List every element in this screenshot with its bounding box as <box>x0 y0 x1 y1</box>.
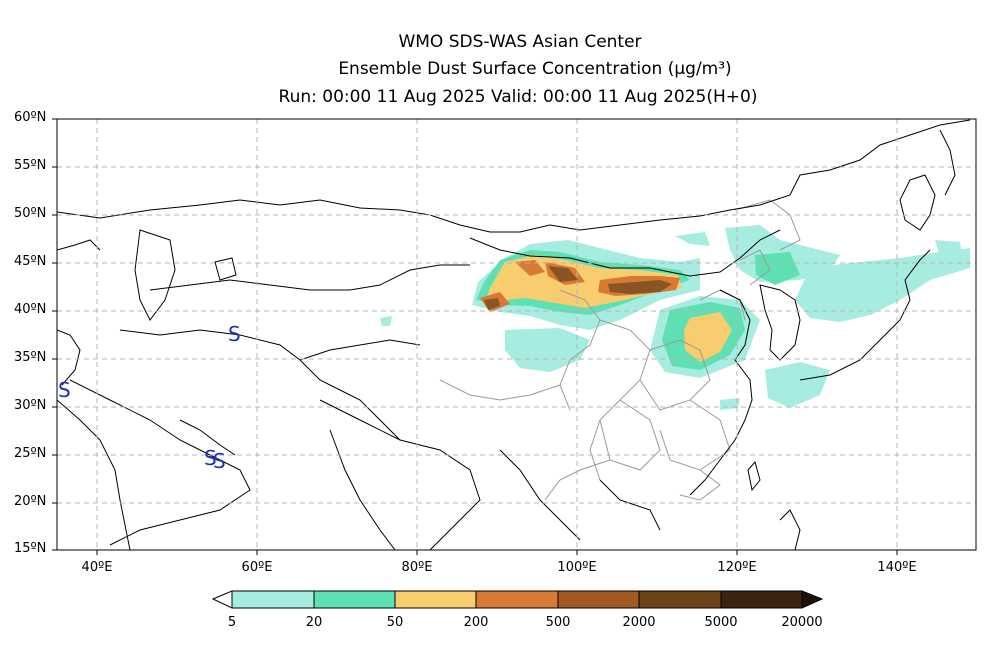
lat-label: 45ºN <box>14 254 47 269</box>
colorbar-label: 20 <box>305 615 323 630</box>
lat-label: 30ºN <box>14 398 47 413</box>
colorbar-bin <box>475 590 559 609</box>
lon-label: 120ºE <box>717 560 757 575</box>
lat-label: 35ºN <box>14 350 47 365</box>
lat-label: 15ºN <box>14 541 47 556</box>
station-marker: S <box>204 446 217 470</box>
colorbar-label: 5 <box>227 615 237 630</box>
station-marker: S <box>58 378 71 402</box>
dust-field-500-2000 <box>484 266 672 310</box>
colorbar-label: 50 <box>386 615 404 630</box>
colorbar-label: 2000 <box>622 615 656 630</box>
lon-label: 40ºE <box>81 560 113 575</box>
lon-label: 80ºE <box>401 560 433 575</box>
axis-ticks <box>52 118 898 555</box>
station-marker: S <box>213 449 226 473</box>
lat-label: 55ºN <box>14 158 47 173</box>
colorbar-bin <box>557 590 640 609</box>
lat-label: 50ºN <box>14 206 47 221</box>
colorbar-label: 5000 <box>704 615 738 630</box>
map-frame <box>56 118 977 551</box>
station-markers: S S S S <box>58 322 241 473</box>
map-title: WMO SDS-WAS Asian Center <box>398 32 642 52</box>
colorbar-bin <box>720 590 803 609</box>
colorbar-bin <box>313 590 396 609</box>
colorbar-over-arrow <box>801 590 824 609</box>
lat-label: 20ºN <box>14 494 47 509</box>
lat-label: 25ºN <box>14 446 47 461</box>
colorbar-under-arrow <box>211 590 233 609</box>
lat-label: 40ºN <box>14 302 47 317</box>
colorbar <box>211 590 824 609</box>
colorbar-bin <box>394 590 477 609</box>
colorbar-label: 500 <box>545 615 571 630</box>
lon-label: 60ºE <box>241 560 273 575</box>
lon-label: 100ºE <box>557 560 597 575</box>
graticule <box>57 119 976 550</box>
country-borders <box>57 119 971 550</box>
run-valid-time: Run: 00:00 11 Aug 2025 Valid: 00:00 11 A… <box>278 87 758 107</box>
station-marker: S <box>228 322 241 346</box>
lat-label: 60ºN <box>14 110 47 125</box>
colorbar-label: 200 <box>463 615 489 630</box>
colorbar-label: 20000 <box>781 615 823 630</box>
colorbar-bin <box>231 590 315 609</box>
colorbar-bin <box>638 590 722 609</box>
map-subtitle: Ensemble Dust Surface Concentration (μg/… <box>338 59 732 79</box>
lon-label: 140ºE <box>877 560 917 575</box>
